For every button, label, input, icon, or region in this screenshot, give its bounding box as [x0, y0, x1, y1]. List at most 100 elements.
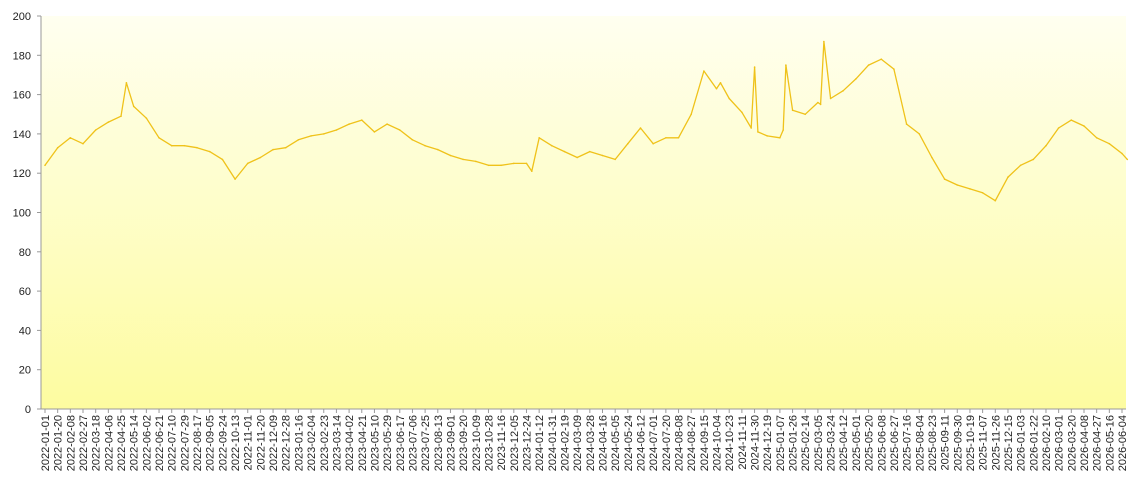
x-tick-label: 2024-07-01	[648, 415, 660, 471]
data-point	[120, 115, 122, 117]
x-tick-label: 2023-07-25	[420, 415, 432, 471]
x-tick-label: 2023-10-09	[471, 415, 483, 471]
x-tick-label: 2022-05-14	[129, 415, 141, 471]
x-tick-label: 2025-10-19	[965, 415, 977, 471]
data-point	[627, 142, 629, 145]
data-point	[361, 119, 363, 121]
x-axis: 2022-01-01 2022-01-20 2022-02-08 2022-02-27…	[40, 408, 1129, 471]
x-tick-label: 2026-03-01	[1054, 415, 1066, 471]
data-point	[842, 89, 844, 92]
data-point	[1121, 152, 1123, 155]
x-tick-label: 2025-06-27	[889, 415, 901, 471]
data-point	[513, 162, 515, 165]
data-point	[221, 158, 224, 161]
data-point	[183, 144, 186, 147]
data-point	[323, 133, 325, 135]
data-point	[500, 164, 502, 167]
x-tick-label: 2022-07-29	[179, 415, 191, 471]
data-point	[449, 154, 452, 157]
data-point	[893, 68, 895, 70]
data-point	[1126, 158, 1129, 161]
x-tick-label: 2026-04-08	[1079, 415, 1091, 471]
data-point	[589, 150, 591, 153]
x-tick-label: 2022-01-01	[40, 415, 52, 471]
data-point	[601, 154, 604, 157]
x-tick-label: 2022-07-10	[167, 415, 179, 471]
x-tick-label: 2022-03-18	[91, 415, 103, 471]
data-point	[487, 164, 490, 167]
x-tick-label: 2023-11-16	[496, 415, 508, 470]
plot-background	[41, 16, 1126, 409]
x-tick-label: 2026-03-20	[1066, 415, 1078, 471]
data-point	[386, 123, 388, 125]
data-point	[614, 158, 616, 161]
data-point	[399, 129, 401, 131]
data-point	[56, 146, 59, 149]
y-tick-label: 160	[13, 90, 31, 102]
x-tick-label: 2023-09-20	[458, 415, 470, 471]
y-tick-label: 180	[13, 50, 31, 62]
x-tick-label: 2024-08-27	[686, 415, 698, 471]
x-tick-label: 2024-01-31	[547, 415, 559, 471]
x-tick-label: 2023-04-02	[344, 415, 356, 471]
data-point	[918, 133, 921, 135]
x-tick-label: 2026-05-16	[1104, 415, 1116, 471]
data-point	[551, 144, 553, 147]
data-point	[1095, 137, 1098, 139]
x-tick-label: 2023-06-17	[395, 415, 407, 471]
x-tick-label: 2025-12-15	[1003, 415, 1015, 471]
data-point	[855, 78, 857, 80]
data-point	[1057, 127, 1060, 129]
y-tick-label: 80	[19, 247, 31, 259]
x-tick-label: 2024-06-12	[636, 415, 648, 471]
x-tick-label: 2024-10-04	[712, 415, 724, 471]
data-point	[829, 97, 832, 100]
data-point	[125, 82, 128, 84]
x-tick-label: 2025-11-07	[978, 415, 990, 470]
data-point	[1108, 142, 1111, 145]
x-tick-label: 2024-07-20	[661, 415, 673, 471]
data-point	[782, 129, 784, 131]
data-point	[766, 135, 768, 137]
data-point	[981, 192, 984, 194]
y-tick-label: 20	[19, 365, 31, 377]
data-point	[234, 178, 236, 180]
data-point	[272, 148, 274, 151]
data-point	[246, 162, 249, 165]
x-tick-label: 2024-05-24	[623, 415, 635, 471]
data-point	[665, 137, 667, 139]
x-tick-label: 2022-12-28	[281, 415, 293, 471]
x-tick-label: 2022-02-27	[78, 415, 90, 471]
x-tick-label: 2024-10-23	[724, 415, 736, 471]
data-point	[969, 188, 971, 190]
y-tick-label: 60	[19, 286, 31, 298]
y-tick-label: 140	[13, 129, 31, 141]
x-tick-label: 2023-02-23	[319, 415, 331, 471]
x-tick-label: 2022-04-25	[116, 415, 128, 471]
data-point	[44, 164, 46, 167]
data-point	[259, 156, 262, 159]
data-point	[69, 137, 72, 139]
data-point	[690, 113, 692, 116]
x-tick-label: 2025-09-30	[952, 415, 964, 471]
x-tick-label: 2025-05-20	[864, 415, 876, 471]
x-tick-label: 2024-11-30	[750, 415, 762, 470]
data-point	[817, 101, 819, 104]
x-tick-label: 2023-05-29	[382, 415, 394, 471]
data-point	[94, 129, 97, 131]
data-point	[757, 131, 759, 133]
x-tick-label: 2024-04-16	[598, 415, 610, 471]
data-point	[677, 137, 680, 139]
x-tick-label: 2025-01-26	[788, 415, 800, 471]
x-tick-label: 2025-03-05	[813, 415, 825, 471]
x-tick-label: 2025-07-16	[902, 415, 914, 471]
data-point	[750, 127, 752, 129]
x-tick-label: 2024-09-15	[699, 415, 711, 471]
data-point	[1070, 119, 1073, 121]
series-line	[44, 40, 1128, 202]
data-point	[753, 66, 756, 68]
x-tick-label: 2024-03-09	[572, 415, 584, 471]
x-tick-label: 2022-11-01	[243, 415, 255, 470]
data-point	[335, 129, 338, 131]
y-tick-label: 40	[19, 325, 31, 337]
